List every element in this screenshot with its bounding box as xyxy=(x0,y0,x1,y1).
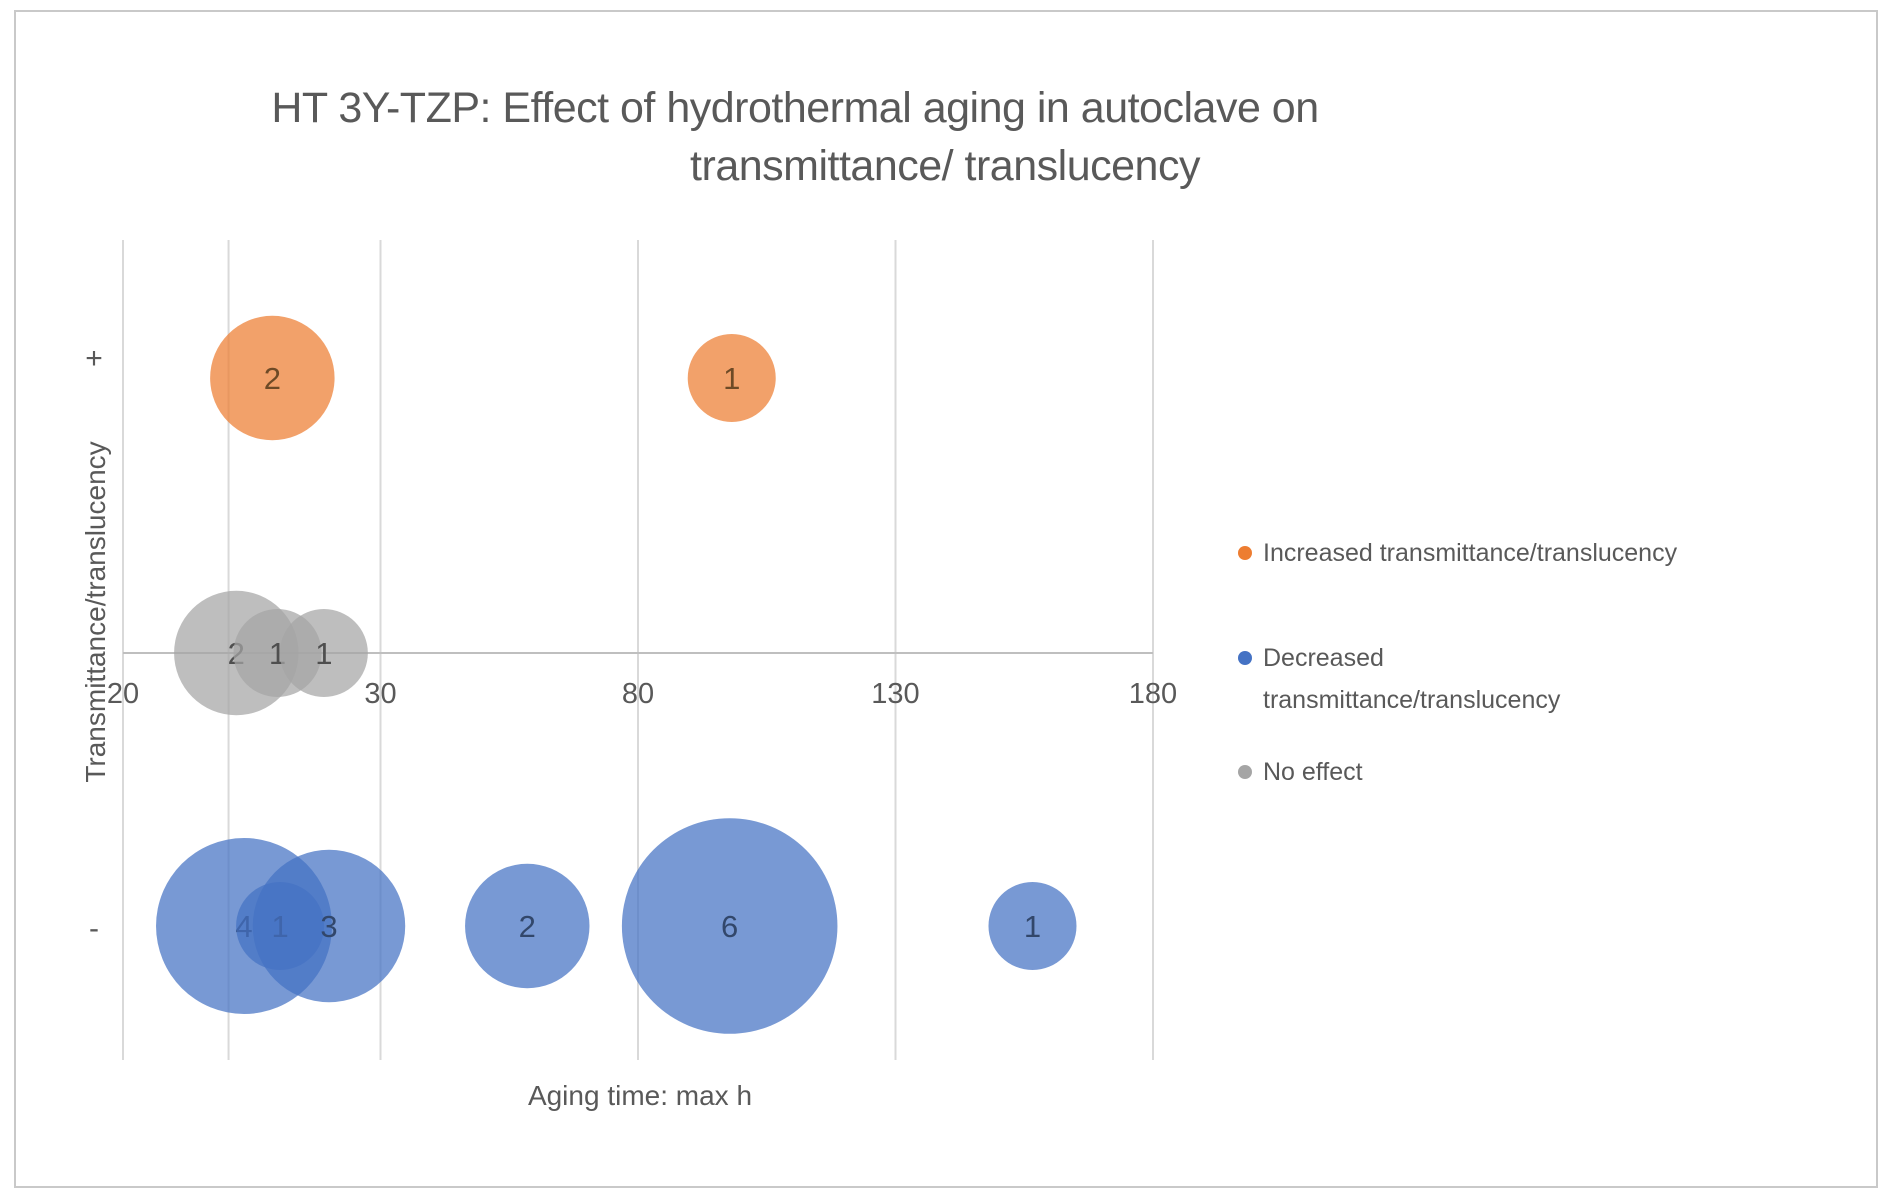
legend-label: transmittance/translucency xyxy=(1263,686,1561,714)
legend-marker-decreased-icon xyxy=(1238,651,1252,665)
legend-marker-increased-icon xyxy=(1238,546,1252,560)
legend-item-increased: Increased transmittance/translucency xyxy=(1238,532,1677,574)
x-tick-label: 180 xyxy=(1128,678,1178,710)
x-tick-label: 20 xyxy=(106,678,140,710)
y-axis-minus-label: - xyxy=(89,912,99,945)
bubble xyxy=(279,609,368,697)
bubble-count-label: 6 xyxy=(721,909,738,944)
legend-label: Decreased xyxy=(1263,644,1384,672)
legend-item-decreased: Decreased transmittance/translucency xyxy=(1238,637,1560,721)
x-tick-label: 80 xyxy=(621,678,655,710)
bubble xyxy=(687,334,776,422)
bubble xyxy=(252,849,406,1003)
bubble xyxy=(465,863,590,989)
chart-title-line1: HT 3Y-TZP: Effect of hydrothermal aging … xyxy=(271,84,1319,132)
bubble-count-label: 3 xyxy=(320,909,337,944)
x-tick-label: 30 xyxy=(364,678,397,710)
bubble-count-label: 2 xyxy=(519,909,536,944)
legend-label: No effect xyxy=(1263,758,1363,786)
bubble-count-label: 2 xyxy=(264,361,281,396)
bubble-count-label: 1 xyxy=(723,361,740,396)
bubble xyxy=(210,315,335,441)
x-tick-label: 130 xyxy=(871,678,920,710)
legend-marker-no-effect-icon xyxy=(1238,765,1252,779)
legend-item-no-effect: No effect xyxy=(1238,751,1363,793)
x-axis-title: Aging time: max h xyxy=(527,1080,753,1111)
chart-title-line2: transmittance/ translucency xyxy=(690,142,1200,190)
bubble-count-label: 1 xyxy=(1024,909,1041,944)
y-axis-plus-label: + xyxy=(85,342,103,375)
legend-label: Increased transmittance/translucency xyxy=(1263,539,1678,567)
y-axis-title: Transmittance/translucency xyxy=(80,441,111,783)
bubble xyxy=(621,818,838,1034)
bubble xyxy=(988,882,1077,970)
bubble-count-label: 1 xyxy=(315,636,332,671)
